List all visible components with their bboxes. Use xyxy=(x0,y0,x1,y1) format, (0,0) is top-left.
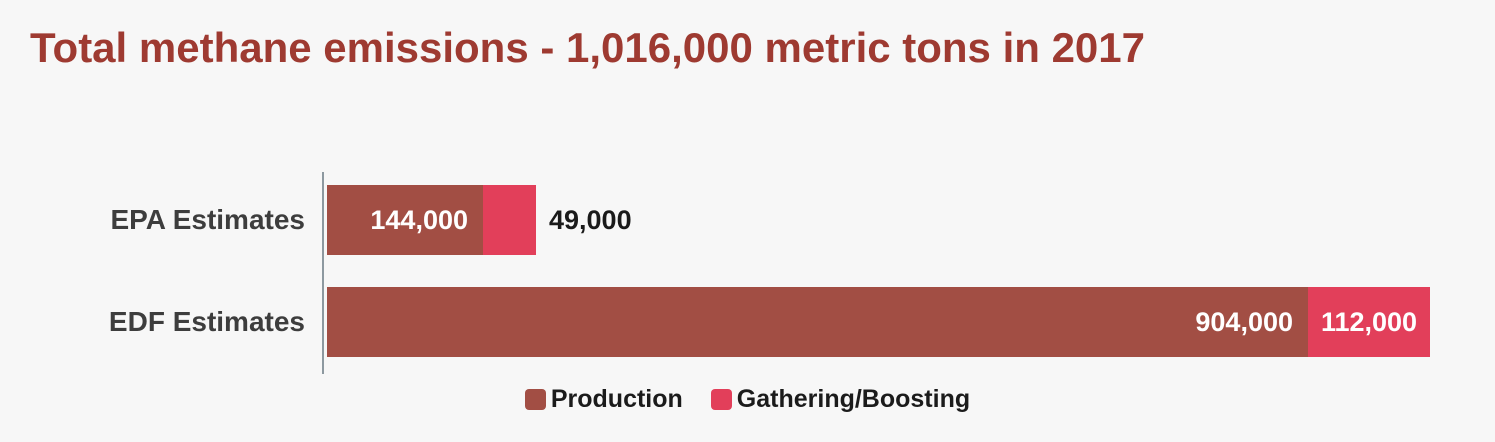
category-label-epa-estimates: EPA Estimates xyxy=(110,204,305,235)
bar-segment-gathering-boosting-edf-estimates[interactable]: 112,000 xyxy=(1308,287,1430,357)
legend-item-gathering-boosting[interactable]: Gathering/Boosting xyxy=(710,385,971,414)
bar-segment-production-edf-estimates[interactable]: 904,000 xyxy=(327,287,1308,357)
bar-segment-gathering-boosting-epa-estimates[interactable] xyxy=(483,185,536,255)
gathering-boosting-swatch-icon xyxy=(710,389,732,410)
bar-segment-production-epa-estimates[interactable]: 144,000 xyxy=(327,185,483,255)
bar-row-epa-estimates: 144,000 49,000 xyxy=(327,185,632,255)
value-label-gathering-boosting-epa-estimates: 49,000 xyxy=(549,204,632,235)
production-swatch-icon xyxy=(524,389,546,410)
value-label-gathering-boosting-edf-estimates: 112,000 xyxy=(1320,306,1418,337)
category-label-edf-estimates: EDF Estimates xyxy=(108,306,305,337)
value-label-production-epa-estimates: 144,000 xyxy=(370,204,468,235)
chart-title: Total methane emissions - 1,016,000 metr… xyxy=(30,24,1146,71)
legend: Production Gathering/Boosting xyxy=(0,385,1495,414)
legend-item-production[interactable]: Production xyxy=(524,385,683,414)
bar-row-edf-estimates: 904,000 112,000 xyxy=(327,287,1430,357)
legend-label-gathering-boosting: Gathering/Boosting xyxy=(736,385,971,413)
value-label-production-edf-estimates: 904,000 xyxy=(1195,306,1293,337)
y-axis-line xyxy=(322,172,324,374)
legend-label-production: Production xyxy=(550,385,683,413)
plot-area: 144,000 49,000 904,000 112,000 xyxy=(322,172,1430,374)
